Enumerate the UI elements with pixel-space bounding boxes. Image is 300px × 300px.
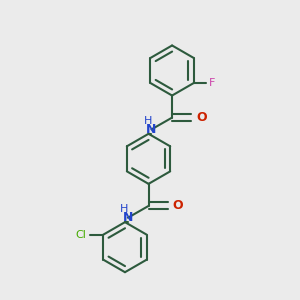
Text: F: F bbox=[209, 78, 215, 88]
Text: O: O bbox=[196, 111, 207, 124]
Text: N: N bbox=[123, 211, 133, 224]
Text: O: O bbox=[172, 200, 183, 212]
Text: H: H bbox=[120, 205, 129, 214]
Text: H: H bbox=[144, 116, 152, 126]
Text: N: N bbox=[146, 123, 157, 136]
Text: Cl: Cl bbox=[76, 230, 86, 240]
